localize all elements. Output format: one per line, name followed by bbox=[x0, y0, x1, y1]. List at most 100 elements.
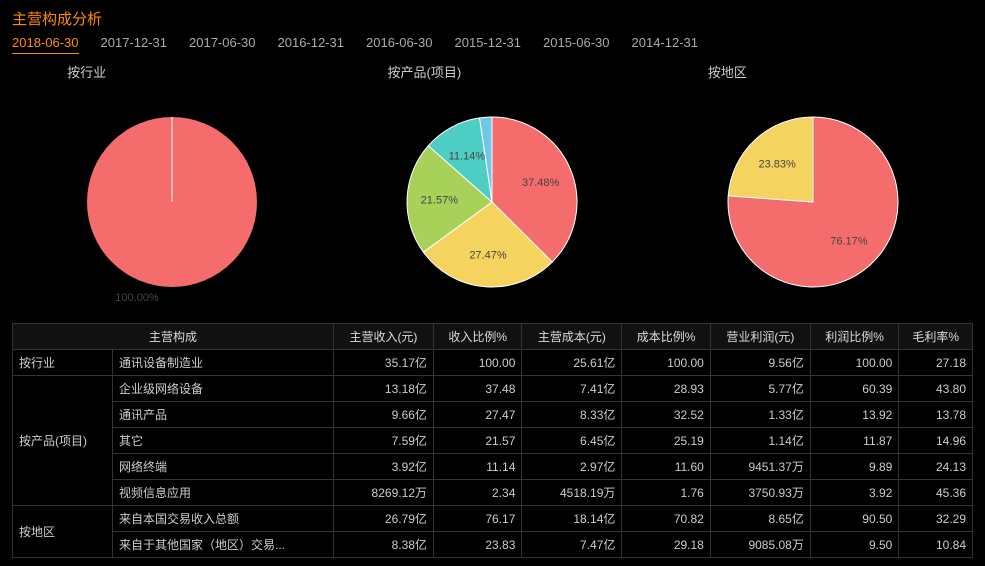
data-cell: 3.92亿 bbox=[333, 454, 433, 480]
svg-text:11.14%: 11.14% bbox=[449, 151, 486, 163]
date-tab[interactable]: 2015-12-31 bbox=[455, 35, 522, 54]
svg-text:23.83%: 23.83% bbox=[758, 158, 796, 170]
composition-table: 主营构成主营收入(元)收入比例%主营成本(元)成本比例%营业利润(元)利润比例%… bbox=[12, 323, 973, 558]
col-header: 营业利润(元) bbox=[710, 324, 810, 350]
data-cell: 8.33亿 bbox=[522, 402, 622, 428]
data-cell: 3750.93万 bbox=[710, 480, 810, 506]
data-cell: 100.00 bbox=[433, 350, 521, 376]
name-cell: 来自于其他国家（地区）交易... bbox=[112, 532, 333, 558]
data-cell: 27.18 bbox=[899, 350, 973, 376]
table-row: 网络终端3.92亿11.142.97亿11.609451.37万9.8924.1… bbox=[13, 454, 973, 480]
col-header: 主营收入(元) bbox=[333, 324, 433, 350]
charts-row: 按行业 100.00% 按产品(项目) 37.48% 27.47% 21.57% 11.14… bbox=[12, 62, 973, 313]
data-cell: 11.87 bbox=[810, 428, 898, 454]
data-cell: 18.14亿 bbox=[522, 506, 622, 532]
data-cell: 11.60 bbox=[622, 454, 710, 480]
pie-chart: 按地区 76.17% 23.83% bbox=[698, 62, 928, 313]
chart-title: 按地区 bbox=[708, 62, 928, 81]
svg-text:27.47%: 27.47% bbox=[470, 250, 508, 262]
data-cell: 25.19 bbox=[622, 428, 710, 454]
data-cell: 9.66亿 bbox=[333, 402, 433, 428]
data-cell: 9.56亿 bbox=[710, 350, 810, 376]
data-cell: 27.47 bbox=[433, 402, 521, 428]
date-tab[interactable]: 2016-12-31 bbox=[278, 35, 345, 54]
svg-text:37.48%: 37.48% bbox=[523, 177, 561, 189]
col-header: 主营构成 bbox=[13, 324, 334, 350]
data-cell: 7.59亿 bbox=[333, 428, 433, 454]
data-cell: 8.38亿 bbox=[333, 532, 433, 558]
name-cell: 通讯产品 bbox=[112, 402, 333, 428]
svg-text:21.57%: 21.57% bbox=[421, 195, 459, 207]
data-cell: 10.84 bbox=[899, 532, 973, 558]
pie-chart: 按行业 100.00% bbox=[57, 62, 287, 313]
group-cell: 按产品(项目) bbox=[13, 376, 113, 506]
data-cell: 11.14 bbox=[433, 454, 521, 480]
data-cell: 1.14亿 bbox=[710, 428, 810, 454]
name-cell: 网络终端 bbox=[112, 454, 333, 480]
data-cell: 21.57 bbox=[433, 428, 521, 454]
table-row: 其它7.59亿21.576.45亿25.191.14亿11.8714.96 bbox=[13, 428, 973, 454]
table-row: 按产品(项目)企业级网络设备13.18亿37.487.41亿28.935.77亿… bbox=[13, 376, 973, 402]
group-cell: 按地区 bbox=[13, 506, 113, 558]
col-header: 收入比例% bbox=[433, 324, 521, 350]
data-cell: 9085.08万 bbox=[710, 532, 810, 558]
data-cell: 100.00 bbox=[622, 350, 710, 376]
data-cell: 9.50 bbox=[810, 532, 898, 558]
date-tab[interactable]: 2017-12-31 bbox=[101, 35, 168, 54]
data-cell: 70.82 bbox=[622, 506, 710, 532]
svg-text:76.17%: 76.17% bbox=[830, 236, 868, 248]
data-cell: 32.29 bbox=[899, 506, 973, 532]
data-cell: 100.00 bbox=[810, 350, 898, 376]
data-cell: 37.48 bbox=[433, 376, 521, 402]
date-tabs: 2018-06-30 2017-12-31 2017-06-30 2016-12-31… bbox=[12, 35, 973, 54]
data-cell: 90.50 bbox=[810, 506, 898, 532]
page-title: 主营构成分析 bbox=[12, 8, 973, 29]
date-tab[interactable]: 2014-12-31 bbox=[632, 35, 699, 54]
data-cell: 45.36 bbox=[899, 480, 973, 506]
name-cell: 企业级网络设备 bbox=[112, 376, 333, 402]
chart-title: 按行业 bbox=[67, 62, 287, 81]
data-cell: 35.17亿 bbox=[333, 350, 433, 376]
data-cell: 28.93 bbox=[622, 376, 710, 402]
data-cell: 14.96 bbox=[899, 428, 973, 454]
data-cell: 7.41亿 bbox=[522, 376, 622, 402]
date-tab[interactable]: 2016-06-30 bbox=[366, 35, 433, 54]
data-cell: 26.79亿 bbox=[333, 506, 433, 532]
name-cell: 通讯设备制造业 bbox=[112, 350, 333, 376]
date-tab[interactable]: 2017-06-30 bbox=[189, 35, 256, 54]
svg-text:100.00%: 100.00% bbox=[115, 292, 159, 304]
table-row: 来自于其他国家（地区）交易...8.38亿23.837.47亿29.189085… bbox=[13, 532, 973, 558]
data-cell: 6.45亿 bbox=[522, 428, 622, 454]
group-cell: 按行业 bbox=[13, 350, 113, 376]
table-row: 按地区来自本国交易收入总额26.79亿76.1718.14亿70.828.65亿… bbox=[13, 506, 973, 532]
data-cell: 23.83 bbox=[433, 532, 521, 558]
data-cell: 13.78 bbox=[899, 402, 973, 428]
data-cell: 9451.37万 bbox=[710, 454, 810, 480]
col-header: 成本比例% bbox=[622, 324, 710, 350]
pie-chart: 按产品(项目) 37.48% 27.47% 21.57% 11.14% bbox=[377, 62, 607, 313]
data-cell: 76.17 bbox=[433, 506, 521, 532]
data-cell: 7.47亿 bbox=[522, 532, 622, 558]
data-cell: 2.34 bbox=[433, 480, 521, 506]
data-cell: 1.33亿 bbox=[710, 402, 810, 428]
data-cell: 9.89 bbox=[810, 454, 898, 480]
name-cell: 视频信息应用 bbox=[112, 480, 333, 506]
data-cell: 5.77亿 bbox=[710, 376, 810, 402]
name-cell: 来自本国交易收入总额 bbox=[112, 506, 333, 532]
date-tab[interactable]: 2015-06-30 bbox=[543, 35, 610, 54]
data-cell: 3.92 bbox=[810, 480, 898, 506]
data-cell: 4518.19万 bbox=[522, 480, 622, 506]
chart-title: 按产品(项目) bbox=[387, 62, 607, 81]
data-cell: 25.61亿 bbox=[522, 350, 622, 376]
data-cell: 24.13 bbox=[899, 454, 973, 480]
data-cell: 60.39 bbox=[810, 376, 898, 402]
data-cell: 8269.12万 bbox=[333, 480, 433, 506]
name-cell: 其它 bbox=[112, 428, 333, 454]
data-cell: 29.18 bbox=[622, 532, 710, 558]
data-cell: 43.80 bbox=[899, 376, 973, 402]
table-row: 视频信息应用8269.12万2.344518.19万1.763750.93万3.… bbox=[13, 480, 973, 506]
data-cell: 1.76 bbox=[622, 480, 710, 506]
col-header: 毛利率% bbox=[899, 324, 973, 350]
col-header: 利润比例% bbox=[810, 324, 898, 350]
date-tab[interactable]: 2018-06-30 bbox=[12, 35, 79, 54]
